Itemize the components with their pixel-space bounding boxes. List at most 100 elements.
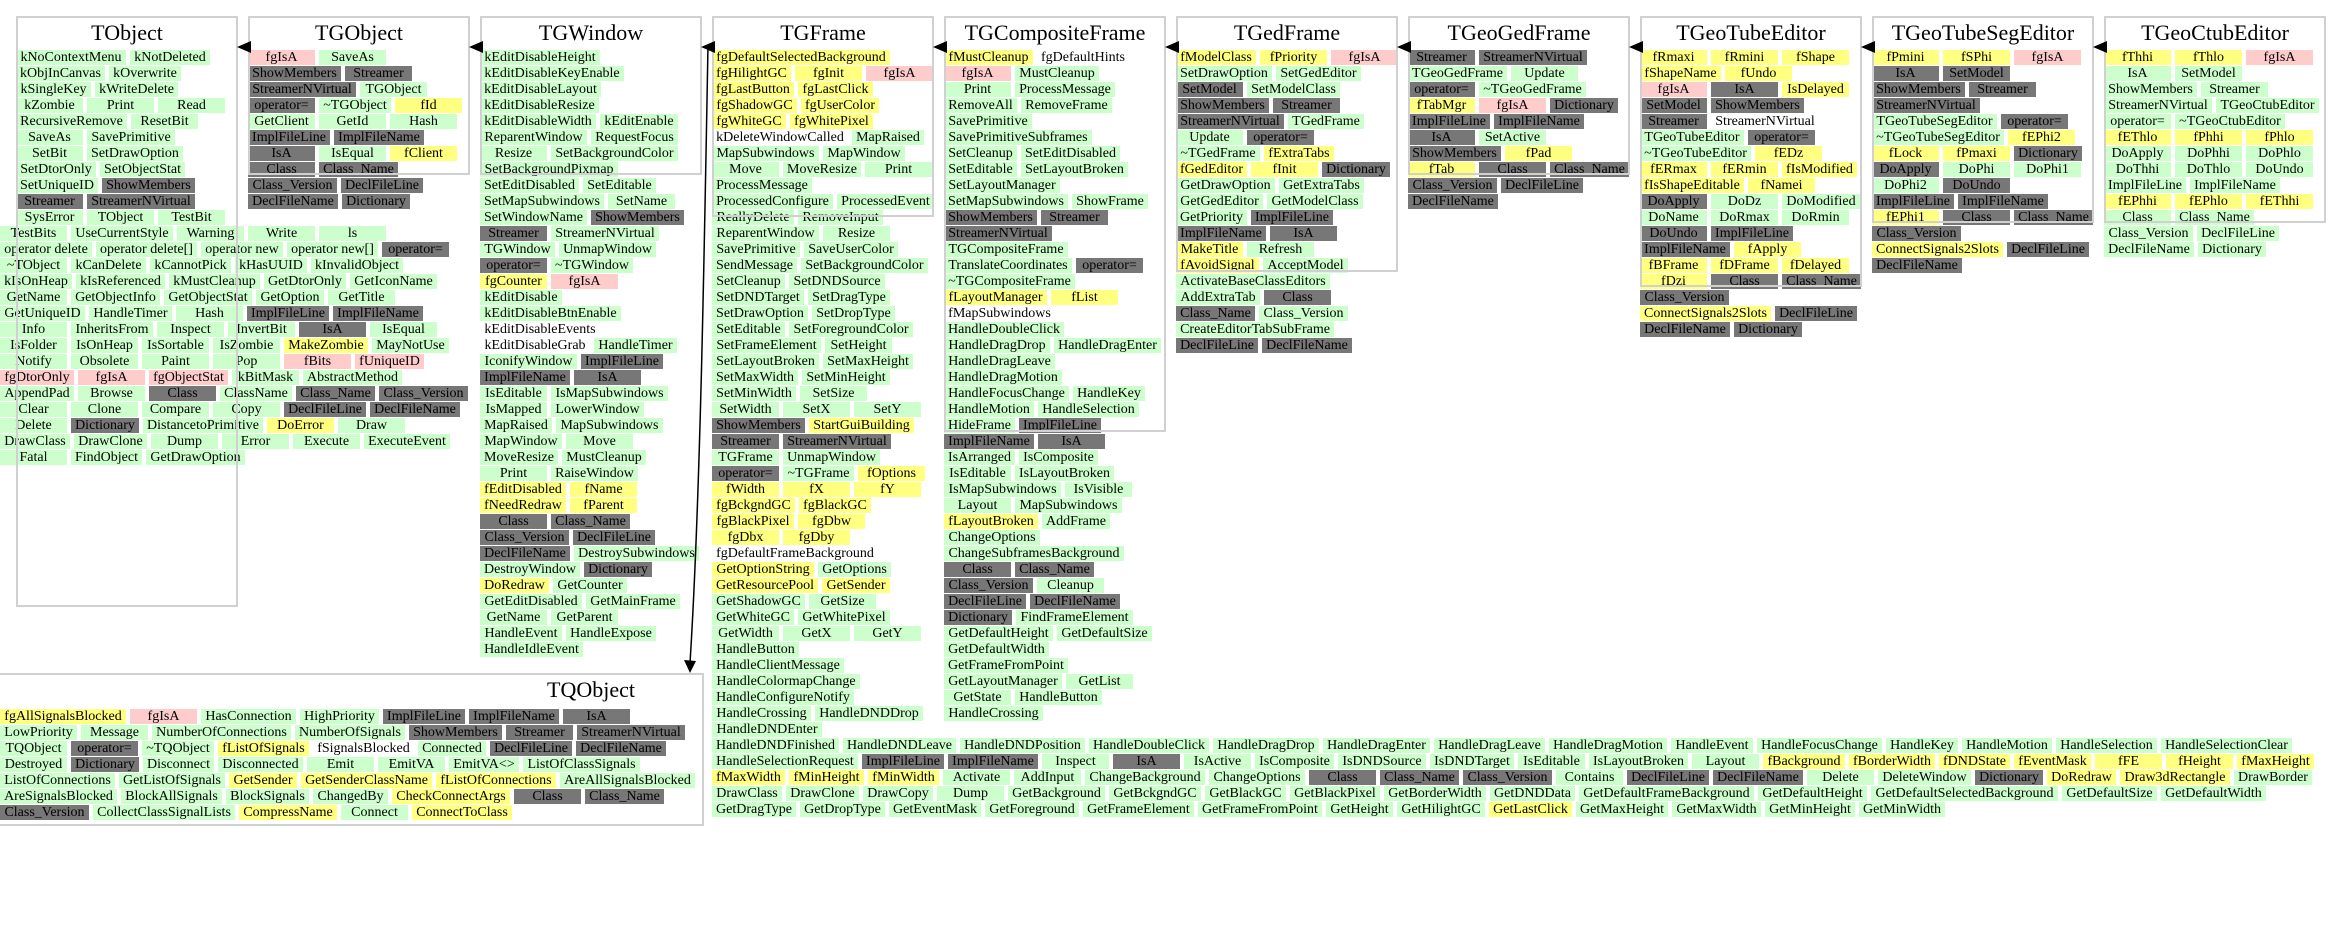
member-generated[interactable]: ImplFileLine xyxy=(1019,418,1101,433)
member-public[interactable]: IsZombie xyxy=(213,338,280,353)
member-generated[interactable]: ImplFileLine xyxy=(247,306,329,321)
member-generated[interactable]: Class xyxy=(1264,290,1331,305)
member-protected[interactable]: fgBlackPixel xyxy=(712,514,794,529)
member-public[interactable]: DoUndo xyxy=(2246,162,2313,177)
member-generated[interactable]: ShowMembers xyxy=(712,418,805,433)
member-generated[interactable]: ImplFileLine xyxy=(383,709,465,724)
member-protected[interactable]: fX xyxy=(783,482,850,497)
member-generated[interactable]: Class_Version xyxy=(1463,770,1552,785)
member-public[interactable]: ClassName xyxy=(220,386,292,401)
member-public[interactable]: HandleFocusChange xyxy=(1757,738,1882,753)
member-public[interactable]: operator new xyxy=(201,242,283,257)
member-protected[interactable]: fY xyxy=(854,482,921,497)
member-protected[interactable]: fId xyxy=(395,98,462,113)
member-public[interactable]: SetDrawOption xyxy=(87,146,183,161)
member-private[interactable]: fBits xyxy=(284,354,351,369)
member-generated[interactable]: DeclFileName xyxy=(480,546,570,561)
member-public[interactable]: GetBlackPixel xyxy=(1290,786,1380,801)
member-public[interactable]: DoPhi1 xyxy=(2014,162,2081,177)
member-public[interactable]: ChangeSubframesBackground xyxy=(944,546,1124,561)
member-generated[interactable]: Class_Name xyxy=(551,514,630,529)
member-public[interactable]: EmitVA xyxy=(378,757,445,772)
member-public[interactable]: CollectClassSignalLists xyxy=(93,805,235,820)
member-public[interactable]: ActivateBaseClassEditors xyxy=(1176,274,1330,289)
member-public[interactable]: IsLayoutBroken xyxy=(1589,754,1688,769)
member-protected[interactable]: fgBckgndGC xyxy=(712,498,795,513)
member-public[interactable]: HandleMotion xyxy=(944,402,1034,417)
member-public[interactable]: DeclFileName xyxy=(2104,242,2194,257)
member-public[interactable]: HandleDragDrop xyxy=(1213,738,1319,753)
member-public[interactable]: Dictionary xyxy=(2198,242,2266,257)
member-public[interactable]: GetFrameFromPoint xyxy=(1198,802,1322,817)
member-public[interactable]: SetEditable xyxy=(944,162,1017,177)
member-public[interactable]: Resize xyxy=(480,146,547,161)
member-generated[interactable]: SetModel xyxy=(1640,98,1707,113)
member-public[interactable]: HandleDoubleClick xyxy=(944,322,1064,337)
member-generated[interactable]: DeclFileName xyxy=(1408,194,1498,209)
member-public[interactable]: GetShadowGC xyxy=(712,594,805,609)
member-public[interactable]: GetDrawOption xyxy=(146,450,245,465)
member-public[interactable]: GetEventMask xyxy=(889,802,981,817)
member-generated[interactable]: Streamer xyxy=(1273,98,1340,113)
member-public[interactable]: GetGedEditor xyxy=(1176,194,1263,209)
member-public[interactable]: HandleConfigureNotify xyxy=(712,690,854,705)
member-public[interactable]: kInvalidObject xyxy=(311,258,403,273)
member-public[interactable]: SetSize xyxy=(800,386,867,401)
member-public[interactable]: SetX xyxy=(783,402,850,417)
member-public[interactable]: kEditDisableWidth xyxy=(480,114,596,129)
member-public[interactable]: kIsOnHeap xyxy=(0,274,72,289)
member-public[interactable]: SaveUserColor xyxy=(804,242,898,257)
member-public[interactable]: HandleDNDFinished xyxy=(712,738,839,753)
member-protected[interactable]: fEditDisabled xyxy=(480,482,566,497)
member-protected[interactable]: StartGuiBuilding xyxy=(809,418,914,433)
member-public[interactable]: SetDropType xyxy=(812,306,895,321)
member-public[interactable]: SavePrimitiveSubframes xyxy=(944,130,1092,145)
member-public[interactable]: Paint xyxy=(142,354,209,369)
member-public[interactable]: Layout xyxy=(1692,754,1759,769)
member-generated[interactable]: Dictionary xyxy=(584,562,652,577)
member-generated[interactable]: ImplFileName xyxy=(1958,194,2048,209)
member-public[interactable]: kEditDisableHeight xyxy=(480,50,600,65)
member-public[interactable]: GetId xyxy=(319,114,386,129)
member-public[interactable]: Execute xyxy=(293,434,360,449)
class-box-tgeotubesegeditor[interactable] xyxy=(1872,16,2094,223)
member-protected[interactable]: fEventMask xyxy=(2014,754,2091,769)
member-public[interactable]: kEditEnable xyxy=(600,114,678,129)
member-generated[interactable]: Streamer xyxy=(480,226,547,241)
member-public[interactable]: IsDNDSource xyxy=(1338,754,1426,769)
member-public[interactable]: BlockAllSignals xyxy=(121,789,222,804)
member-generated[interactable]: Class_Name xyxy=(296,386,375,401)
member-public[interactable]: GetDefaultFrameBackground xyxy=(1579,786,1754,801)
member-public[interactable]: GetBckgndGC xyxy=(1109,786,1201,801)
member-public[interactable]: Obsolete xyxy=(71,354,138,369)
member-generated[interactable]: DeclFileName xyxy=(370,402,460,417)
member-protected[interactable]: fInit xyxy=(1251,162,1318,177)
member-protected[interactable]: fgCounter xyxy=(480,274,547,289)
member-public[interactable]: MayNotUse xyxy=(372,338,449,353)
member-generated[interactable]: ShowMembers xyxy=(1408,146,1501,161)
member-public[interactable]: kEditDisableLayout xyxy=(480,82,601,97)
member-protected[interactable]: fgShadowGC xyxy=(712,98,797,113)
member-protected[interactable]: fBFrame xyxy=(1640,258,1707,273)
member-protected[interactable]: fUndo xyxy=(1725,66,1792,81)
member-protected[interactable]: fBorderWidth xyxy=(1849,754,1935,769)
class-box-tqobject[interactable] xyxy=(0,673,704,826)
member-public[interactable]: GetName xyxy=(480,610,547,625)
member-generated[interactable]: IsA xyxy=(1711,82,1778,97)
member-protected[interactable]: fEDz xyxy=(1755,146,1822,161)
member-protected[interactable]: fExtraTabs xyxy=(1264,146,1334,161)
member-generated[interactable]: ShowMembers xyxy=(102,178,195,193)
member-generated[interactable]: DeclFileLine xyxy=(1627,770,1709,785)
member-public[interactable]: GetObjectInfo xyxy=(71,290,160,305)
member-public[interactable]: GetY xyxy=(854,626,921,641)
member-protected[interactable]: fNeedRedraw xyxy=(480,498,566,513)
member-public[interactable]: SetMinWidth xyxy=(712,386,796,401)
member-generated[interactable]: operator= xyxy=(2001,114,2068,129)
member-public[interactable]: HandleSelectionClear xyxy=(2161,738,2292,753)
member-public[interactable]: AddExtraTab xyxy=(1176,290,1260,305)
member-public[interactable]: GetDefaultWidth xyxy=(944,642,1049,657)
member-public[interactable]: HandleExpose xyxy=(566,626,656,641)
member-public[interactable]: DoName xyxy=(1640,210,1707,225)
member-public[interactable]: HandleKey xyxy=(1886,738,1958,753)
member-public[interactable]: SetForegroundColor xyxy=(789,322,913,337)
